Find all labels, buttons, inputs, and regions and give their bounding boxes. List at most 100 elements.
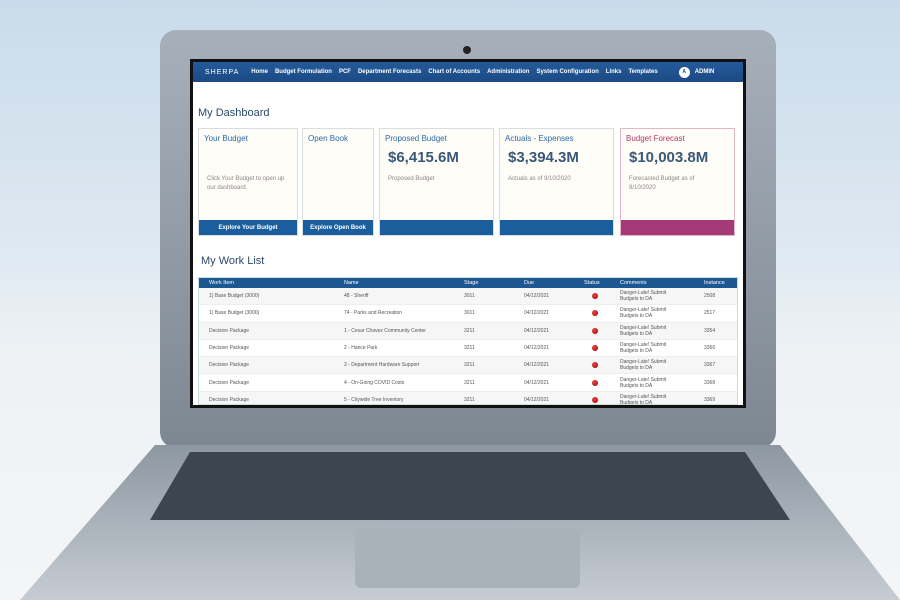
column-header[interactable]: Work Item bbox=[209, 280, 234, 286]
table-row[interactable]: Decision Package 2 - Hance Park 3211 04/12/… bbox=[199, 340, 737, 358]
card-button[interactable]: Explore Your Budget bbox=[199, 220, 297, 235]
card-value: $10,003.8M bbox=[629, 149, 709, 166]
avatar[interactable]: A bbox=[678, 66, 690, 78]
column-header[interactable]: Status bbox=[584, 280, 600, 286]
card-button[interactable] bbox=[380, 220, 493, 235]
table-cell: Danger-Late! Submit Budgets to DA bbox=[620, 359, 667, 372]
keyboard bbox=[150, 452, 790, 520]
dashboard-card[interactable]: Actuals - Expenses $3,394.3M Actuals as of… bbox=[499, 128, 614, 236]
table-cell: 04/12/2021 bbox=[524, 293, 550, 300]
table-cell: 04/12/2021 bbox=[524, 345, 550, 352]
trackpad bbox=[355, 528, 580, 588]
table-cell: Danger-Late! Submit Budgets to DA bbox=[620, 307, 667, 320]
table-cell: 3011 bbox=[464, 310, 475, 317]
card-title: Budget Forecast bbox=[626, 134, 685, 143]
status-dot bbox=[592, 362, 598, 369]
camera bbox=[463, 46, 471, 54]
table-cell: Danger-Late! Submit Budgets to DA bbox=[620, 342, 667, 355]
nav-item[interactable]: Home bbox=[251, 69, 268, 75]
card-title: Proposed Budget bbox=[385, 134, 447, 143]
table-cell: Danger-Late! Submit Budgets to DA bbox=[620, 324, 667, 337]
table-row[interactable]: 1) Base Budget (3000) 74 - Parks and Recr… bbox=[199, 305, 737, 323]
table-cell: 04/12/2021 bbox=[524, 379, 550, 386]
status-dot bbox=[592, 327, 598, 334]
table-cell: 3354 bbox=[704, 327, 716, 334]
table-body: 1) Base Budget (3000) 48 - Sheriff 3011 04/… bbox=[199, 288, 737, 405]
nav-item[interactable]: Department Forecasts bbox=[357, 69, 422, 75]
card-text: Proposed Budget bbox=[388, 176, 435, 182]
column-header[interactable]: Name bbox=[344, 280, 359, 286]
nav-item[interactable]: Links bbox=[605, 69, 622, 75]
nav-item[interactable]: Chart of Accounts bbox=[428, 69, 481, 75]
table-cell: 04/12/2021 bbox=[524, 310, 550, 317]
screen: SHERPA Home Budget Formulation PCF Departme… bbox=[193, 62, 743, 405]
dashboard-card[interactable]: Budget Forecast $10,003.8M Forecasted Budg… bbox=[620, 128, 735, 236]
table-cell: 3011 bbox=[464, 293, 475, 300]
table-cell: 3211 bbox=[464, 345, 475, 352]
dashboard-card[interactable]: Proposed Budget $6,415.6M Proposed Budget bbox=[379, 128, 494, 236]
brand[interactable]: SHERPA bbox=[205, 68, 240, 76]
table-cell: 5 - Citywide Tree Inventory bbox=[344, 396, 404, 403]
card-text: Click Your Budget to open up our dashboa… bbox=[207, 176, 285, 191]
table-row[interactable]: Decision Package 5 - Citywide Tree Invent… bbox=[199, 391, 737, 405]
card-title: Actuals - Expenses bbox=[505, 134, 574, 143]
nav-item[interactable]: Budget Formulation bbox=[274, 69, 332, 75]
table-cell: Decision Package bbox=[209, 327, 250, 334]
table-cell: 1 - Cesar Chavez Community Center bbox=[344, 327, 426, 334]
card-text: Forecasted Budget as of 9/10/2020 bbox=[629, 176, 695, 191]
status-dot bbox=[592, 396, 598, 403]
table-cell: 3211 bbox=[464, 396, 475, 403]
table-cell: Danger-Late! Submit Budgets to DA bbox=[620, 376, 667, 389]
table-row[interactable]: 1) Base Budget (3000) 48 - Sheriff 3011 04/… bbox=[199, 288, 737, 306]
nav-item[interactable]: Administration bbox=[487, 69, 530, 75]
table-row[interactable]: Decision Package 1 - Cesar Chavez Communi… bbox=[199, 322, 737, 340]
table-cell: 2517 bbox=[704, 310, 716, 317]
dashboard-card[interactable]: Open Book Explore Open Book bbox=[302, 128, 374, 236]
status-dot bbox=[592, 379, 598, 386]
table-cell: 1) Base Budget (3000) bbox=[209, 310, 260, 317]
table-cell: Decision Package bbox=[209, 396, 250, 403]
worklist-table: Work Item Name Stage Due Status Comments Insta… bbox=[198, 277, 738, 405]
table-cell: Decision Package bbox=[209, 379, 250, 386]
table-cell: 3368 bbox=[704, 379, 716, 386]
table-cell: Danger-Late! Submit Budgets to DA bbox=[620, 290, 667, 303]
status-dot bbox=[592, 293, 598, 300]
user-name[interactable]: ADMIN bbox=[694, 69, 715, 75]
table-cell: 3367 bbox=[704, 362, 716, 369]
table-cell: 3211 bbox=[464, 362, 475, 369]
card-title: Open Book bbox=[308, 134, 349, 143]
column-header[interactable]: Comments bbox=[620, 280, 647, 286]
dashboard-card[interactable]: Your Budget Click Your Budget to open up … bbox=[198, 128, 298, 236]
nav-item[interactable]: PCF bbox=[338, 69, 351, 75]
table-cell: 74 - Parks and Recreation bbox=[344, 310, 403, 317]
nav-item[interactable]: System Configuration bbox=[536, 69, 599, 75]
table-cell: 04/12/2021 bbox=[524, 396, 550, 403]
table-row[interactable]: Decision Package 3 - Department Hardware … bbox=[199, 357, 737, 375]
nav-bar: SHERPA Home Budget Formulation PCF Departme… bbox=[193, 62, 743, 82]
card-text: Actuals as of 9/10/2020 bbox=[508, 176, 571, 182]
nav-item[interactable]: Templates bbox=[628, 69, 658, 75]
status-dot bbox=[592, 310, 598, 317]
table-cell: 3369 bbox=[704, 396, 716, 403]
column-header[interactable]: Due bbox=[524, 280, 535, 286]
card-button[interactable] bbox=[500, 220, 613, 235]
card-button[interactable]: Explore Open Book bbox=[303, 220, 373, 235]
card-title: Your Budget bbox=[204, 134, 248, 143]
table-cell: Danger-Late! Submit Budgets to DA bbox=[620, 393, 667, 405]
table-cell: 3211 bbox=[464, 327, 475, 334]
dashboard-title: My Dashboard bbox=[198, 107, 270, 119]
card-value: $3,394.3M bbox=[508, 149, 579, 166]
nav-items: Home Budget Formulation PCF Department Fore… bbox=[251, 69, 664, 75]
table-header: Work Item Name Stage Due Status Comments Insta… bbox=[199, 278, 737, 288]
table-cell: 2508 bbox=[704, 293, 716, 300]
table-cell: 04/12/2021 bbox=[524, 327, 550, 334]
card-value: $6,415.6M bbox=[388, 149, 459, 166]
table-row[interactable]: Decision Package 4 - On-Going COVID Costs… bbox=[199, 374, 737, 392]
column-header[interactable]: Stage bbox=[464, 280, 479, 286]
column-header[interactable]: Instance bbox=[704, 280, 725, 286]
card-button[interactable] bbox=[621, 220, 734, 235]
table-cell: 3 - Department Hardware Support bbox=[344, 362, 420, 369]
table-cell: 48 - Sheriff bbox=[344, 293, 369, 300]
